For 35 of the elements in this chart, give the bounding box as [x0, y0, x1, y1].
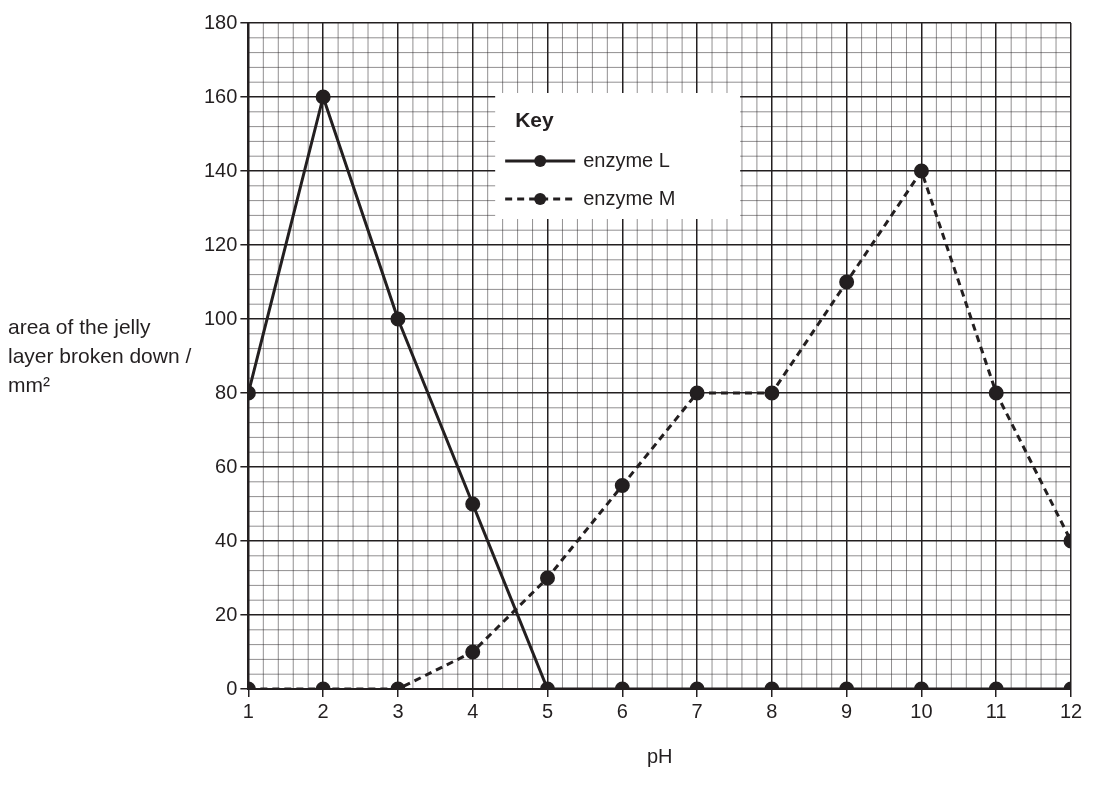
x-tick-label: 2 — [317, 699, 329, 722]
x-tick-label: 10 — [910, 699, 933, 722]
y-axis-title: area of the jelly layer broken down / mm² — [8, 314, 193, 398]
legend-label: enzyme L — [583, 148, 670, 171]
x-tick-label: 5 — [541, 699, 554, 722]
x-tick-label: 1 — [242, 699, 254, 722]
x-tick-label: 8 — [766, 699, 778, 722]
y-tick-label: 60 — [215, 454, 238, 477]
y-tick-label: 80 — [215, 380, 238, 403]
point — [390, 311, 406, 327]
x-tick-label: 4 — [467, 699, 479, 722]
point — [764, 385, 780, 401]
point — [913, 163, 929, 179]
point — [689, 385, 705, 401]
x-tick-label: 9 — [841, 699, 853, 722]
x-tick-label: 7 — [691, 699, 703, 722]
y-tick-label: 20 — [215, 602, 238, 625]
y-tick-label: 100 — [203, 306, 238, 329]
y-tick-label: 180 — [203, 10, 238, 33]
x-tick-label: 6 — [616, 699, 628, 722]
y-tick-label: 40 — [215, 528, 238, 551]
x-axis-title: pH — [646, 744, 673, 767]
y-tick-label: 0 — [226, 676, 238, 699]
x-tick-label: 12 — [1059, 699, 1083, 722]
y-tick-label: 140 — [203, 158, 238, 181]
point — [614, 478, 630, 493]
y-tick-label: 160 — [203, 84, 238, 107]
legend-label: enzyme M — [583, 186, 676, 209]
point — [988, 385, 1004, 401]
point — [465, 496, 481, 512]
y-tick-label: 120 — [203, 232, 238, 255]
legend-title: Key — [515, 107, 554, 131]
point — [839, 274, 855, 290]
x-tick-label: 3 — [392, 699, 404, 722]
x-tick-label: 11 — [985, 699, 1007, 722]
